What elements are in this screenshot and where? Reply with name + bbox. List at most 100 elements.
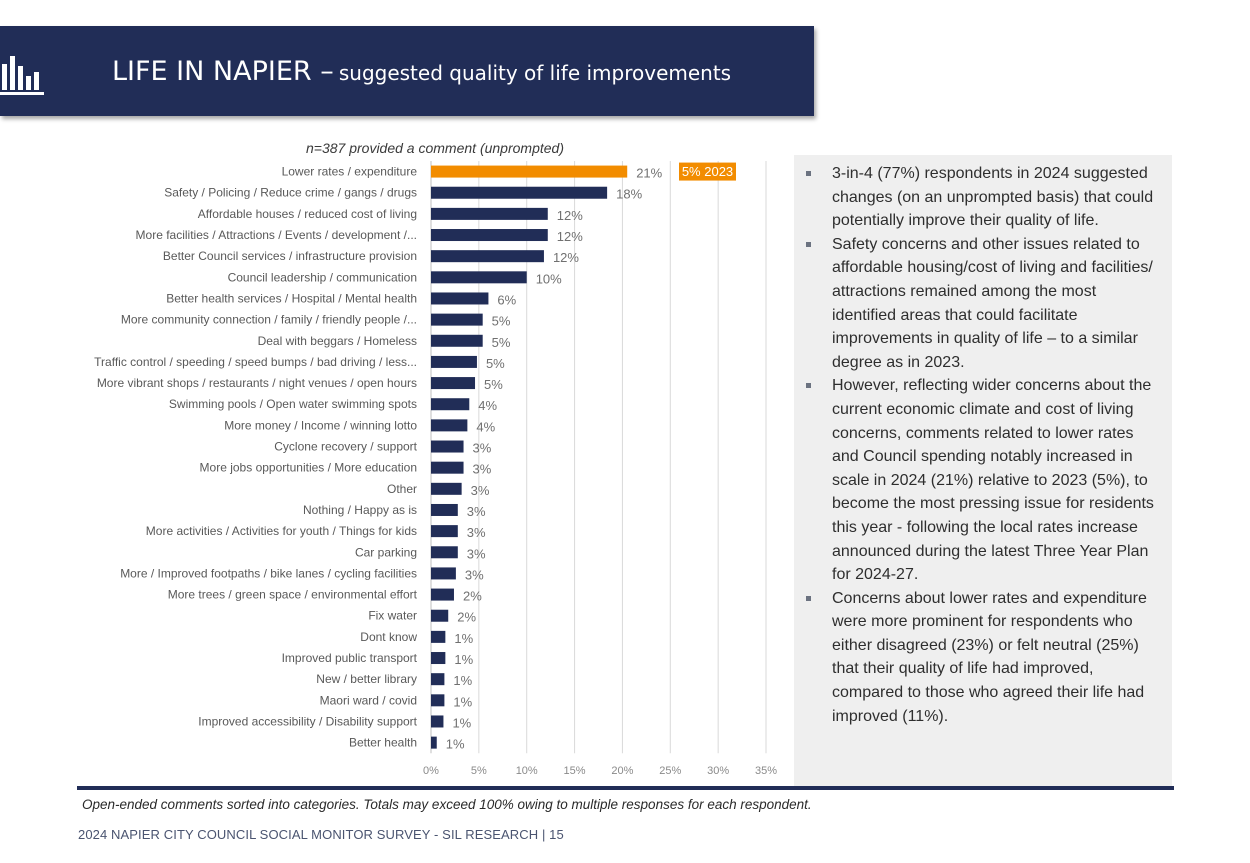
callout-box: [679, 162, 736, 181]
category-label: Deal with beggars / Homeless: [258, 334, 417, 348]
commentary-panel: 3-in-4 (77%) respondents in 2024 suggest…: [794, 155, 1172, 787]
category-label: More / Improved footpaths / bike lanes /…: [120, 566, 417, 580]
x-tick-label: 0%: [423, 765, 439, 777]
bar: [431, 673, 445, 686]
commentary-bullet-4: Concerns about lower rates and expenditu…: [806, 587, 1160, 729]
bar: [431, 292, 489, 305]
data-label: 5%: [486, 356, 505, 371]
category-label: Council leadership / communication: [228, 270, 417, 284]
data-label: 2%: [463, 589, 482, 604]
category-label: More trees / green space / environmental…: [168, 588, 418, 602]
data-label: 3%: [473, 462, 492, 477]
bar: [431, 461, 464, 474]
category-label: More jobs opportunities / More education: [200, 461, 417, 475]
category-label: Improved public transport: [282, 651, 418, 665]
commentary-bullet-3: However, reflecting wider concerns about…: [806, 374, 1160, 586]
data-label: 3%: [467, 546, 486, 561]
data-label: 5%: [484, 377, 503, 392]
bar: [431, 271, 527, 284]
bar: [431, 736, 437, 749]
category-label: Safety / Policing / Reduce crime / gangs…: [164, 186, 417, 200]
data-label: 3%: [471, 483, 490, 498]
data-label: 3%: [467, 504, 486, 519]
bar-chart: 0% 5% 10% 15% 20% 25% 30% 35% Lower rates / expe…: [94, 161, 777, 777]
commentary-bullet-1: 3-in-4 (77%) respondents in 2024 suggest…: [806, 162, 1160, 233]
x-tick-label: 35%: [755, 765, 777, 777]
bar: [431, 588, 454, 601]
data-label: 1%: [446, 737, 465, 752]
category-label: Cyclone recovery / support: [274, 440, 417, 454]
category-label: Affordable houses / reduced cost of livi…: [198, 207, 417, 221]
category-label: Better health services / Hospital / Ment…: [166, 291, 417, 305]
page-title-main: LIFE IN NAPIER –: [112, 56, 334, 87]
bar: [431, 250, 544, 263]
data-label: 1%: [453, 673, 472, 688]
category-label: Swimming pools / Open water swimming spo…: [169, 397, 417, 411]
data-label: 1%: [452, 715, 471, 730]
data-label: 2%: [457, 610, 476, 625]
category-label: Car parking: [355, 545, 417, 559]
data-label: 6%: [497, 292, 516, 307]
category-label: Nothing / Happy as is: [303, 503, 417, 517]
category-label: Better health: [349, 736, 417, 750]
data-label: 1%: [453, 694, 472, 709]
chart-sample-note: n=387 provided a comment (unprompted): [306, 140, 564, 156]
bar: [431, 652, 446, 665]
category-label: Better Council services / infrastructure…: [163, 249, 417, 263]
bar: [431, 482, 462, 495]
bar: [431, 609, 449, 622]
category-label: Fix water: [368, 609, 417, 623]
bar: [431, 229, 548, 242]
data-label: 12%: [557, 208, 583, 223]
bar: [431, 525, 458, 538]
bar: [431, 694, 445, 707]
category-label: More activities / Activities for youth /…: [146, 524, 417, 538]
x-tick-label: 5%: [471, 765, 487, 777]
bar: [431, 355, 477, 368]
category-label: Dont know: [360, 630, 417, 644]
bar: [431, 546, 458, 559]
bar-chart-icon: [0, 56, 44, 95]
data-label: 3%: [467, 525, 486, 540]
category-label: Lower rates / expenditure: [282, 165, 418, 179]
data-label: 3%: [465, 567, 484, 582]
page-title: LIFE IN NAPIER – suggested quality of li…: [112, 56, 731, 87]
commentary-list: 3-in-4 (77%) respondents in 2024 suggest…: [794, 155, 1172, 728]
data-label: 12%: [553, 250, 579, 265]
data-label: 5%: [492, 314, 511, 329]
bar: [431, 377, 476, 390]
bar: [431, 165, 628, 178]
bar: [431, 313, 483, 326]
data-label: 4%: [476, 419, 495, 434]
category-label: Maori ward / covid: [320, 693, 417, 707]
category-label: More vibrant shops / restaurants / night…: [97, 376, 417, 390]
category-label: More facilities / Attractions / Events /…: [136, 228, 417, 242]
data-label: 1%: [454, 652, 473, 667]
bar: [431, 207, 548, 220]
page-footer: 2024 NAPIER CITY COUNCIL SOCIAL MONITOR …: [78, 827, 564, 842]
data-label: 5%: [492, 335, 511, 350]
x-tick-label: 25%: [659, 765, 681, 777]
bar: [431, 630, 446, 643]
bar: [431, 503, 458, 516]
category-label: Improved accessibility / Disability supp…: [198, 714, 417, 728]
bar: [431, 440, 464, 453]
category-label: More community connection / family / fri…: [121, 313, 417, 327]
bar: [431, 398, 470, 411]
chart-footnote: Open-ended comments sorted into categori…: [82, 797, 812, 812]
x-tick-label: 30%: [707, 765, 729, 777]
callout-label: 5% 2023: [682, 164, 733, 179]
bottom-divider: [77, 786, 1174, 790]
category-label: New / better library: [316, 672, 417, 686]
data-label: 18%: [616, 187, 642, 202]
category-label: Other: [387, 482, 417, 496]
bar: [431, 567, 456, 580]
category-label: Traffic control / speeding / speed bumps…: [94, 355, 417, 369]
x-tick-label: 20%: [611, 765, 633, 777]
bar: [431, 334, 483, 347]
data-label: 3%: [473, 441, 492, 456]
category-label: More money / Income / winning lotto: [224, 418, 417, 432]
x-tick-label: 10%: [516, 765, 538, 777]
bar: [431, 419, 468, 432]
x-tick-label: 15%: [564, 765, 586, 777]
